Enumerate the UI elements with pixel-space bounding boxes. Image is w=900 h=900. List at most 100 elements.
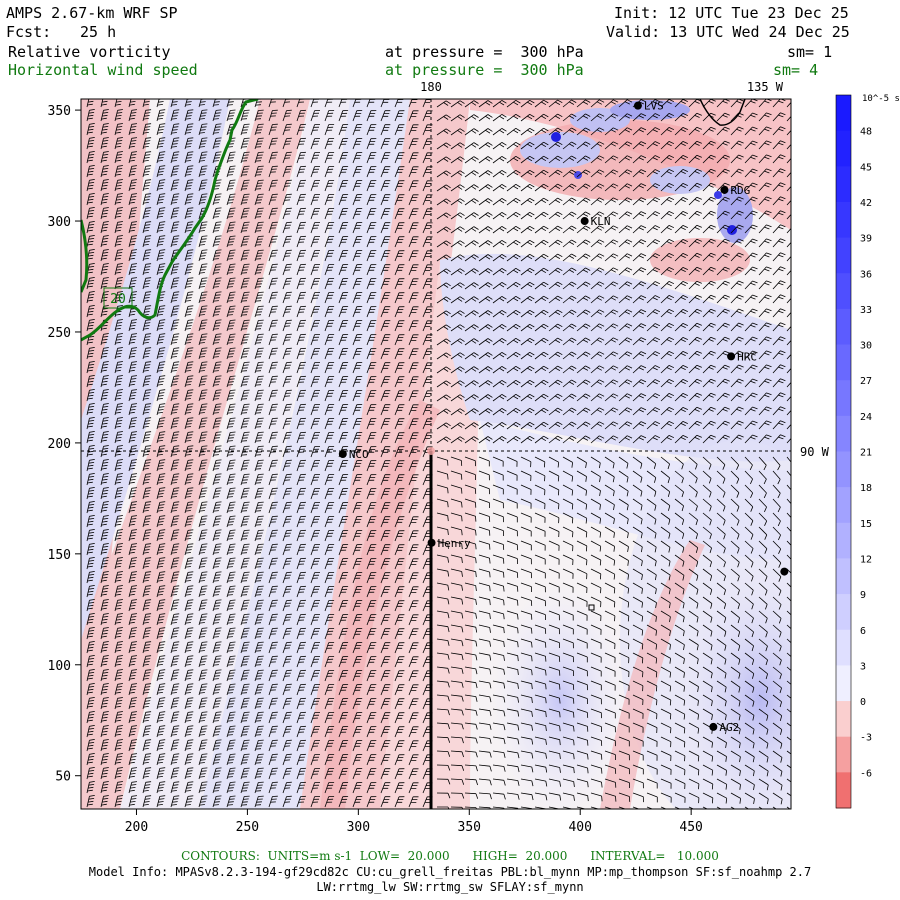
meridian-180-label: 180 [420,80,442,94]
colorbar-swatch [836,344,851,381]
colorbar-label: 36 [860,269,872,280]
y-tick-label: 300 [48,215,71,230]
y-tick-label: 350 [48,104,71,119]
colorbar-swatch [836,629,851,666]
colorbar-swatch [836,701,851,738]
colorbar-swatch [836,415,851,452]
station-marker [720,185,729,194]
forecast-label: Fcst: [6,23,52,41]
colorbar-swatch [836,95,851,132]
y-tick-label: 250 [48,326,71,341]
model-info: Model Info: MPASv8.2.3-194-gf29cd82c CU:… [88,865,812,879]
grid-marker [588,604,595,611]
colorbar-label: 3 [860,661,866,672]
y-tick-label: 200 [48,437,71,452]
y-tick-label: 150 [48,548,71,563]
vorticity-field [81,99,791,809]
station-label: RDG [730,184,750,197]
colorbar-swatch [836,130,851,167]
field1-pressure: at pressure = 300 hPa [385,43,584,61]
colorbar-label: 33 [860,305,872,316]
colorbar-swatch [836,594,851,631]
coastline-contour [81,99,259,342]
contour-label: 20 [110,292,126,307]
model-title: AMPS 2.67-km WRF SP [6,4,178,22]
station-label: Henry [438,537,471,550]
colorbar-label: 24 [860,412,872,423]
x-tick-label: 450 [679,820,702,835]
station-marker [709,722,718,731]
station-label: NCO [349,448,369,461]
colorbar-swatch [836,451,851,488]
field1-name: Relative vorticity [8,43,171,61]
colorbar-label: 15 [860,519,872,530]
colorbar-swatch [836,166,851,203]
init-time: Init: 12 UTC Tue 23 Dec 25 [614,4,849,22]
field2-smoothing: sm= 4 [773,61,819,79]
colorbar-label: 9 [860,590,866,601]
plot-frame [80,98,792,810]
y-tick-label: 50 [55,770,71,785]
parallel-90w-label: 90 W [800,445,830,459]
x-tick-label: 250 [236,820,259,835]
colorbar-label: 42 [860,198,872,209]
colorbar-frame [835,94,852,809]
colorbar-swatch [836,772,851,809]
field1-smoothing: sm= 1 [787,43,833,61]
colorbar-label: 27 [860,376,872,387]
colorbar-swatch [836,558,851,595]
colorbar-label: 30 [860,341,872,352]
contour-label-box [103,287,133,309]
colorbar-label: 39 [860,234,872,245]
colorbar-label: 12 [860,554,872,565]
station-label: HRC [737,350,757,363]
forecast-hour: 25 h [80,23,117,41]
stations: LVS RDG KLN HRC NCO Henry AG2 [338,100,789,734]
colorbar-swatch [836,237,851,274]
field2-name: Horizontal wind speed [8,61,198,79]
colorbar-unit: 10^-5 s^-1 [862,94,900,104]
colorbar-label: 0 [860,697,866,708]
wind-barbs [86,99,791,809]
station-label: LVS [644,100,664,113]
x-tick-label: 300 [347,820,370,835]
colorbar-label: 21 [860,448,872,459]
colorbar-swatch [836,487,851,524]
coastline-ne [699,99,746,126]
colorbar-swatch [836,665,851,702]
colorbar-label: 45 [860,162,872,173]
valid-time: Valid: 13 UTC Wed 24 Dec 25 [606,23,850,41]
colorbar-swatch [836,201,851,239]
station-marker [780,567,789,576]
meridian-135w-label: 135 W [747,80,784,94]
x-tick-label: 200 [125,820,148,835]
y-axis: 350 300 250 200 150 100 50 [48,104,81,785]
field2-pressure: at pressure = 300 hPa [385,61,584,79]
colorbar-label: 6 [860,626,866,637]
station-marker [727,352,736,361]
colorbar-swatch [836,273,851,310]
colorbar-swatch [836,736,851,773]
station-marker [427,538,436,547]
west-contour [81,219,89,293]
station-marker [338,450,347,458]
colorbar-swatch [836,380,851,417]
station-label: AG2 [719,721,739,734]
colorbar-label: 48 [860,127,872,138]
contours-info: CONTOURS: UNITS=m s-1 LOW= 20.000 HIGH= … [181,849,719,863]
colorbar-swatch [836,308,851,346]
station-marker [633,101,642,110]
wind-barb-set [86,99,791,809]
station-label: KLN [591,215,611,228]
colorbar-label: 18 [860,483,872,494]
station-marker [580,217,589,226]
y-tick-label: 100 [48,659,71,674]
colorbar-label: -3 [860,733,872,744]
colorbar-swatch [836,522,851,559]
model-info-2: LW:rrtmg_lw SW:rrtmg_sw SFLAY:sf_mynn [316,880,584,894]
x-tick-label: 350 [458,820,481,835]
x-axis: 200 250 300 350 400 450 [125,809,703,835]
colorbar-label: -6 [860,768,872,779]
